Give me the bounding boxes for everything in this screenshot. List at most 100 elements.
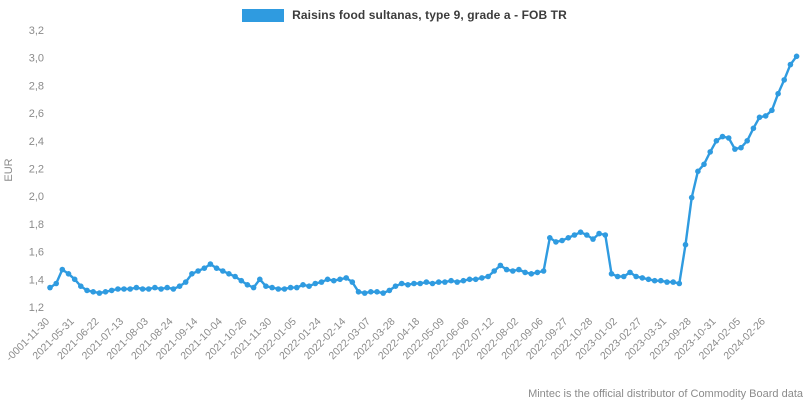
data-point-marker [343,275,350,281]
data-point-marker [275,286,282,292]
data-point-marker [355,289,362,295]
data-point-marker [386,287,393,294]
data-point-marker [324,276,331,283]
data-point-marker [701,161,707,168]
data-point-marker [306,283,312,290]
data-point-marker [559,237,565,244]
data-point-marker [676,280,683,287]
footer-attribution: Mintec is the official distributor of Co… [528,388,803,400]
data-point-marker [565,235,572,241]
data-point-marker [287,284,294,291]
y-axis-title: EUR [3,158,15,181]
data-point-marker [732,146,738,152]
data-point-marker [762,113,769,119]
data-point-marker [281,286,288,292]
data-point-marker [417,280,424,287]
data-point-marker [460,277,467,284]
data-point-marker [139,286,146,292]
data-point-marker [257,276,263,283]
data-point-marker [170,286,177,292]
data-point-marker [405,282,411,288]
data-point-marker [454,279,461,285]
data-point-marker [491,268,498,274]
data-point-marker [300,282,306,288]
data-point-marker [602,232,609,238]
data-point-marker [182,279,189,285]
data-point-marker [312,280,319,287]
data-point-marker [658,277,664,284]
data-point-marker [787,61,794,68]
data-point-marker [53,280,59,287]
y-tick-label: 1,2 [29,302,44,314]
data-point-marker [725,135,732,141]
data-point-marker [516,266,522,273]
data-point-marker [435,279,442,285]
data-point-marker [479,275,485,281]
data-point-marker [411,280,417,287]
data-point-marker [65,271,72,277]
data-point-marker [115,286,121,292]
data-point-marker [331,277,337,284]
data-point-marker [398,280,405,287]
chart-legend[interactable]: Raisins food sultanas, type 9, grade a -… [0,8,809,22]
data-point-marker [361,290,368,296]
data-point-marker [503,266,510,273]
y-tick-label: 2,6 [29,108,44,120]
data-point-marker [269,284,275,291]
y-tick-label: 2,4 [29,136,44,148]
data-point-marker [584,232,590,238]
data-point-marker [738,144,744,151]
data-point-marker [596,230,602,237]
data-point-marker [707,149,713,155]
y-tick-label: 3,2 [29,25,44,37]
data-point-marker [195,268,201,274]
data-point-marker [84,287,90,294]
data-point-marker [374,289,380,295]
data-point-marker [238,277,245,284]
data-point-marker [571,232,578,238]
data-point-marker [176,283,183,290]
data-point-marker [213,265,220,272]
data-point-marker [713,138,720,144]
data-point-marker [608,271,615,277]
series-line [48,55,798,295]
data-point-marker [263,283,269,290]
data-point-marker [442,279,448,285]
y-tick-label: 1,8 [29,219,44,231]
y-tick-label: 2,2 [29,164,44,176]
data-point-marker [349,279,356,285]
data-point-marker [294,284,300,291]
data-point-marker [547,235,553,241]
y-tick-label: 1,6 [29,247,44,259]
data-point-marker [534,269,541,276]
data-point-marker [90,289,96,295]
data-point-marker [466,276,473,283]
data-point-marker [540,268,547,274]
data-point-marker [528,271,535,277]
data-point-marker [769,107,775,114]
data-point-marker [670,279,676,285]
data-point-marker [485,273,491,280]
data-point-marker [744,138,750,144]
data-point-marker [250,284,257,291]
data-point-marker [59,266,66,273]
data-point-marker [429,280,436,287]
legend-swatch-icon [242,8,285,22]
data-point-marker [232,273,238,280]
data-point-marker [71,276,78,283]
y-tick-label: 2,8 [29,80,44,92]
data-point-marker [423,279,430,285]
y-tick-label: 2,0 [29,191,44,203]
data-point-marker [318,279,325,285]
data-point-marker [220,268,226,274]
data-point-marker [189,271,195,277]
data-point-marker [472,276,479,283]
data-point-marker [775,90,781,97]
data-point-marker [127,286,133,292]
data-point-marker [695,168,701,175]
data-point-marker [633,273,639,280]
data-point-marker [621,273,627,280]
data-point-marker [590,236,596,242]
legend-label: Raisins food sultanas, type 9, grade a -… [292,8,567,22]
